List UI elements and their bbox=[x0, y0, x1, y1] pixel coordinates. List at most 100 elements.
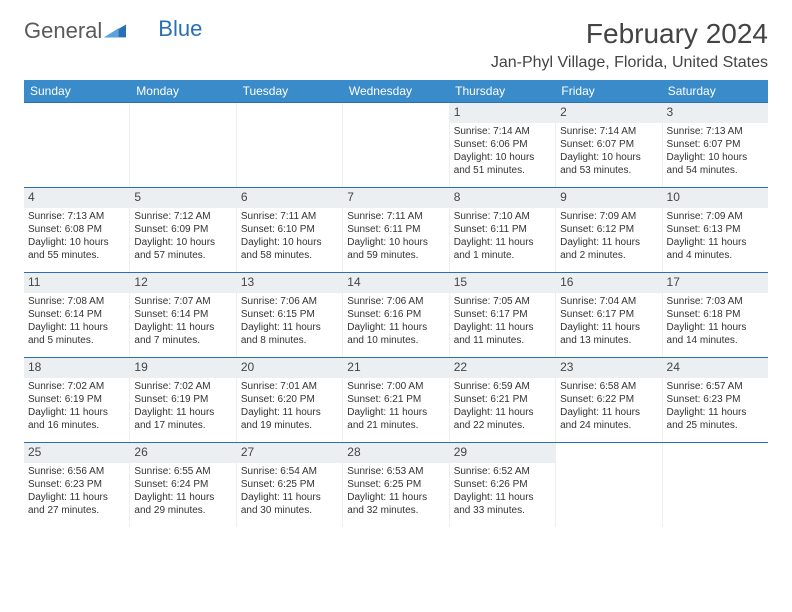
sunset-text: Sunset: 6:12 PM bbox=[560, 223, 657, 236]
daylight-text: and 1 minute. bbox=[454, 249, 551, 262]
sunset-text: Sunset: 6:09 PM bbox=[134, 223, 231, 236]
daylight-text: Daylight: 10 hours bbox=[134, 236, 231, 249]
daylight-text: Daylight: 11 hours bbox=[454, 491, 551, 504]
daylight-text: and 55 minutes. bbox=[28, 249, 125, 262]
day-number bbox=[130, 103, 235, 123]
daylight-text: and 10 minutes. bbox=[347, 334, 444, 347]
weekday-header: Monday bbox=[130, 80, 236, 102]
day-number bbox=[237, 103, 342, 123]
day-cell: 7Sunrise: 7:11 AMSunset: 6:11 PMDaylight… bbox=[343, 188, 449, 272]
week-row: 11Sunrise: 7:08 AMSunset: 6:14 PMDayligh… bbox=[24, 272, 768, 357]
day-number: 25 bbox=[24, 443, 129, 463]
day-cell: 13Sunrise: 7:06 AMSunset: 6:15 PMDayligh… bbox=[237, 273, 343, 357]
day-number: 9 bbox=[556, 188, 661, 208]
day-cell: 1Sunrise: 7:14 AMSunset: 6:06 PMDaylight… bbox=[450, 103, 556, 187]
sunrise-text: Sunrise: 7:03 AM bbox=[667, 295, 764, 308]
day-number: 13 bbox=[237, 273, 342, 293]
sunset-text: Sunset: 6:06 PM bbox=[454, 138, 551, 151]
calendar-grid: Sunday Monday Tuesday Wednesday Thursday… bbox=[24, 80, 768, 527]
day-number: 23 bbox=[556, 358, 661, 378]
weekday-header: Wednesday bbox=[343, 80, 449, 102]
day-cell: 18Sunrise: 7:02 AMSunset: 6:19 PMDayligh… bbox=[24, 358, 130, 442]
daylight-text: and 30 minutes. bbox=[241, 504, 338, 517]
daylight-text: and 24 minutes. bbox=[560, 419, 657, 432]
day-cell bbox=[237, 103, 343, 187]
week-row: 25 Sunrise: 6:56 AMSunset: 6:23 PM Dayligh… bbox=[24, 442, 768, 527]
sunrise-text: Sunrise: 6:53 AM bbox=[347, 465, 444, 478]
sunrise-text: Sunrise: 7:02 AM bbox=[28, 380, 125, 393]
weekday-header: Sunday bbox=[24, 80, 130, 102]
day-number: 7 bbox=[343, 188, 448, 208]
sunset-text: Sunset: 6:14 PM bbox=[134, 308, 231, 321]
sunrise-text: Sunrise: 6:56 AM bbox=[28, 465, 125, 478]
sunset-text: Sunset: 6:17 PM bbox=[454, 308, 551, 321]
day-number bbox=[556, 443, 661, 463]
sunrise-text: Sunrise: 7:14 AM bbox=[454, 125, 551, 138]
daylight-text: and 51 minutes. bbox=[454, 164, 551, 177]
day-cell: 23Sunrise: 6:58 AMSunset: 6:22 PMDayligh… bbox=[556, 358, 662, 442]
daylight-text: Daylight: 11 hours bbox=[241, 321, 338, 334]
day-number: 2 bbox=[556, 103, 661, 123]
daylight-text: and 16 minutes. bbox=[28, 419, 125, 432]
daylight-text: and 22 minutes. bbox=[454, 419, 551, 432]
day-cell: 19Sunrise: 7:02 AMSunset: 6:19 PMDayligh… bbox=[130, 358, 236, 442]
day-cell: 24Sunrise: 6:57 AMSunset: 6:23 PMDayligh… bbox=[663, 358, 768, 442]
daylight-text: Daylight: 10 hours bbox=[560, 151, 657, 164]
weekday-header-row: Sunday Monday Tuesday Wednesday Thursday… bbox=[24, 80, 768, 102]
daylight-text: and 29 minutes. bbox=[134, 504, 231, 517]
sunrise-text: Sunrise: 7:08 AM bbox=[28, 295, 125, 308]
sunrise-text: Sunrise: 7:06 AM bbox=[241, 295, 338, 308]
day-cell: 2Sunrise: 7:14 AMSunset: 6:07 PMDaylight… bbox=[556, 103, 662, 187]
brand-logo: General Blue bbox=[24, 18, 202, 44]
weekday-header: Saturday bbox=[662, 80, 768, 102]
daylight-text: Daylight: 11 hours bbox=[454, 406, 551, 419]
daylight-text: and 57 minutes. bbox=[134, 249, 231, 262]
day-cell: 20Sunrise: 7:01 AMSunset: 6:20 PMDayligh… bbox=[237, 358, 343, 442]
day-cell: 21Sunrise: 7:00 AMSunset: 6:21 PMDayligh… bbox=[343, 358, 449, 442]
daylight-text: Daylight: 10 hours bbox=[667, 151, 764, 164]
day-number: 5 bbox=[130, 188, 235, 208]
daylight-text: Daylight: 11 hours bbox=[134, 406, 231, 419]
day-number: 28 bbox=[343, 443, 448, 463]
daylight-text: and 8 minutes. bbox=[241, 334, 338, 347]
daylight-text: and 25 minutes. bbox=[667, 419, 764, 432]
sunrise-text: Sunrise: 7:02 AM bbox=[134, 380, 231, 393]
brand-text-2: Blue bbox=[158, 16, 202, 42]
daylight-text: and 54 minutes. bbox=[667, 164, 764, 177]
daylight-text: and 33 minutes. bbox=[454, 504, 551, 517]
sunset-text: Sunset: 6:25 PM bbox=[241, 478, 338, 491]
sunset-text: Sunset: 6:26 PM bbox=[454, 478, 551, 491]
sunset-text: Sunset: 6:23 PM bbox=[667, 393, 764, 406]
daylight-text: Daylight: 11 hours bbox=[347, 491, 444, 504]
sunrise-text: Sunrise: 7:09 AM bbox=[560, 210, 657, 223]
day-cell: 27Sunrise: 6:54 AMSunset: 6:25 PMDayligh… bbox=[237, 443, 343, 527]
daylight-text: and 21 minutes. bbox=[347, 419, 444, 432]
day-cell: 25Sunrise: 6:56 AMSunset: 6:23 PMDayligh… bbox=[24, 443, 130, 527]
daylight-text: and 17 minutes. bbox=[134, 419, 231, 432]
day-number: 17 bbox=[663, 273, 768, 293]
day-number bbox=[343, 103, 448, 123]
day-number: 16 bbox=[556, 273, 661, 293]
sunset-text: Sunset: 6:23 PM bbox=[28, 478, 125, 491]
daylight-text: and 5 minutes. bbox=[28, 334, 125, 347]
daylight-text: Daylight: 10 hours bbox=[454, 151, 551, 164]
sunrise-text: Sunrise: 7:09 AM bbox=[667, 210, 764, 223]
weekday-header: Thursday bbox=[449, 80, 555, 102]
weeks-container: 1Sunrise: 7:14 AMSunset: 6:06 PMDaylight… bbox=[24, 102, 768, 527]
daylight-text: and 32 minutes. bbox=[347, 504, 444, 517]
sunrise-text: Sunrise: 7:05 AM bbox=[454, 295, 551, 308]
day-cell: 5Sunrise: 7:12 AMSunset: 6:09 PMDaylight… bbox=[130, 188, 236, 272]
day-number: 20 bbox=[237, 358, 342, 378]
day-number: 15 bbox=[450, 273, 555, 293]
daylight-text: and 27 minutes. bbox=[28, 504, 125, 517]
daylight-text: Daylight: 11 hours bbox=[454, 321, 551, 334]
sunrise-text: Sunrise: 7:11 AM bbox=[241, 210, 338, 223]
day-cell: 16Sunrise: 7:04 AMSunset: 6:17 PMDayligh… bbox=[556, 273, 662, 357]
sunset-text: Sunset: 6:08 PM bbox=[28, 223, 125, 236]
sunrise-text: Sunrise: 7:00 AM bbox=[347, 380, 444, 393]
day-number: 18 bbox=[24, 358, 129, 378]
day-number bbox=[663, 443, 768, 463]
day-number: 4 bbox=[24, 188, 129, 208]
day-number: 3 bbox=[663, 103, 768, 123]
daylight-text: Daylight: 11 hours bbox=[347, 321, 444, 334]
